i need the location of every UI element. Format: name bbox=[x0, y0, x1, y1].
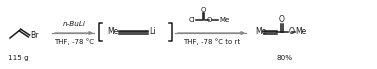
Text: Me: Me bbox=[255, 28, 266, 37]
Text: THF, -78 °C: THF, -78 °C bbox=[54, 38, 94, 45]
Text: O: O bbox=[201, 6, 206, 12]
Text: O: O bbox=[207, 18, 212, 24]
Text: Me: Me bbox=[219, 18, 230, 24]
Text: 80%: 80% bbox=[277, 55, 293, 61]
Text: 115 g: 115 g bbox=[8, 55, 28, 61]
Text: THF, -78 °C to rt: THF, -78 °C to rt bbox=[183, 38, 240, 45]
Text: Li: Li bbox=[149, 28, 155, 37]
Text: Br: Br bbox=[31, 31, 39, 40]
Text: Cl: Cl bbox=[189, 18, 196, 24]
Text: n-BuLi: n-BuLi bbox=[63, 20, 86, 26]
Text: Me: Me bbox=[107, 28, 118, 37]
Text: O: O bbox=[279, 14, 285, 24]
Text: Me: Me bbox=[296, 28, 307, 37]
Text: O: O bbox=[288, 28, 294, 37]
